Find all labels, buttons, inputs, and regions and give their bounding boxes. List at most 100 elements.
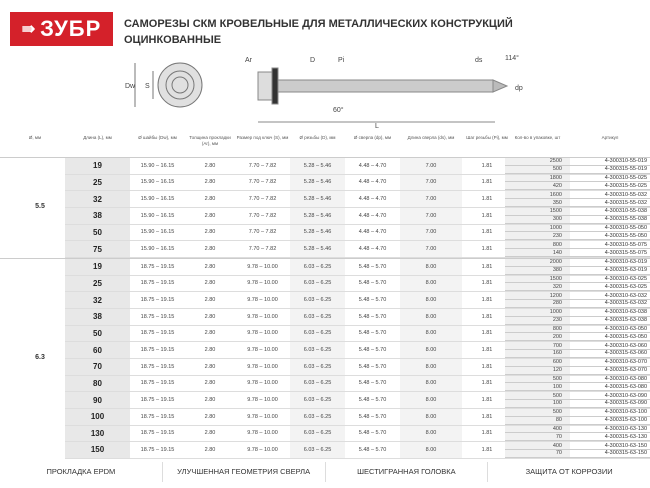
cell-art: 4-300310-63-150 4-300315-63-150 — [570, 442, 650, 458]
label-s: S — [145, 83, 150, 90]
article-number: 4-300315-63-050 — [570, 333, 650, 342]
table-header: Ø, мм Длина (L), мм Ø шайбы (Dw), мм Тол… — [0, 133, 650, 155]
cell-dw: 15.90 – 16.15 — [140, 196, 175, 203]
cell-ar: 2.80 — [204, 212, 216, 219]
cell-pi: 1.81 — [481, 347, 493, 354]
cell-ar: 2.80 — [204, 430, 216, 437]
cell-ar: 2.80 — [204, 162, 216, 169]
cell-d: 6.03 – 6.25 — [290, 408, 345, 425]
label-angle-60: 60° — [333, 106, 344, 114]
cell-ar: 2.80 — [204, 380, 216, 387]
page-title: САМОРЕЗЫ СКМ КРОВЕЛЬНЫЕ ДЛЯ МЕТАЛЛИЧЕСКИ… — [124, 16, 513, 48]
pack-qty: 300 — [505, 216, 570, 224]
cell-d: 6.03 – 6.25 — [290, 292, 345, 308]
pack-qty: 500 — [505, 409, 570, 417]
article-number: 4-300315-63-070 — [570, 367, 650, 375]
table-row: 50 15.90 – 16.15 2.80 7.70 – 7.82 5.28 – 5.4… — [65, 224, 650, 242]
table-row: 60 18.75 – 19.15 2.80 9.78 – 10.00 6.03 – 6.… — [65, 342, 650, 359]
header-ar: Толщина прокладки (Ar), мм — [189, 135, 231, 146]
cell-length: 50 — [65, 325, 130, 342]
cell-ds: 8.00 — [400, 425, 462, 442]
article-number: 4-300315-55-025 — [570, 182, 650, 191]
header-d: Ø резьбы (D), мм — [299, 135, 336, 140]
table-row: 25 15.90 – 16.15 2.80 7.70 – 7.82 5.28 – 5.4… — [65, 174, 650, 192]
cell-ds: 7.00 — [400, 158, 462, 174]
feature-epdm: ПРОКЛАДКА EPDM — [0, 462, 163, 482]
cell-qty: 1000 230 — [505, 224, 570, 241]
cell-s: 9.78 – 10.00 — [247, 380, 278, 387]
article-number: 4-300310-63-080 — [570, 376, 650, 384]
spec-table: 5.5 19 15.90 – 16.15 2.80 7.70 – 7.82 5.28 – … — [0, 157, 650, 459]
cell-ds: 7.00 — [400, 207, 462, 224]
article-number: 4-300315-63-032 — [570, 300, 650, 308]
table-row: 38 18.75 – 19.15 2.80 9.78 – 10.00 6.03 – 6.… — [65, 308, 650, 326]
article-number: 4-300310-63-090 — [570, 392, 650, 401]
cell-ds: 7.00 — [400, 191, 462, 207]
cell-dp: 5.48 – 5.70 — [358, 380, 387, 387]
cell-length: 19 — [65, 158, 130, 174]
pack-qty: 2000 — [505, 259, 570, 267]
cell-dw: 18.75 – 19.15 — [140, 263, 175, 270]
screw-diagram: Dw S Ar D Pi ds 114° dp 60° L — [125, 54, 523, 130]
cell-pi: 1.81 — [481, 397, 493, 404]
cell-s: 9.78 – 10.00 — [247, 297, 278, 304]
cell-qty: 1500 320 — [505, 275, 570, 292]
pack-qty: 700 — [505, 342, 570, 351]
label-dp: dp — [515, 85, 523, 92]
cell-pi: 1.81 — [481, 212, 493, 219]
pack-qty: 1000 — [505, 309, 570, 317]
pack-qty: 230 — [505, 317, 570, 325]
header-length: Длина (L), мм — [83, 135, 112, 140]
label-ds: ds — [475, 57, 483, 64]
pack-qty: 320 — [505, 283, 570, 292]
pack-qty: 70 — [505, 433, 570, 442]
cell-ds: 8.00 — [400, 275, 462, 292]
table-row: 150 18.75 – 19.15 2.80 9.78 – 10.00 6.03 – 6… — [65, 442, 650, 459]
cell-d: 6.03 – 6.25 — [290, 342, 345, 358]
cell-pi: 1.81 — [481, 313, 493, 320]
cell-dw: 18.75 – 19.15 — [140, 330, 175, 337]
cell-pi: 1.81 — [481, 263, 493, 270]
label-angle-114: 114° — [505, 54, 519, 62]
group-5.5: 5.5 19 15.90 – 16.15 2.80 7.70 – 7.82 5.28 – … — [0, 157, 650, 258]
cell-qty: 1200 280 — [505, 292, 570, 308]
label-l: L — [375, 123, 379, 130]
cell-dp: 5.48 – 5.70 — [358, 363, 387, 370]
cell-ar: 2.80 — [204, 280, 216, 287]
cell-dw: 18.75 – 19.15 — [140, 297, 175, 304]
article-number: 4-300310-55-019 — [570, 158, 650, 166]
arrow-icon: ⇛ — [21, 21, 37, 38]
table-row: 25 18.75 – 19.15 2.80 9.78 – 10.00 6.03 – 6.… — [65, 275, 650, 293]
table-row: 80 18.75 – 19.15 2.80 9.78 – 10.00 6.03 – 6.… — [65, 375, 650, 393]
cell-qty: 1600 350 — [505, 191, 570, 207]
pack-qty: 420 — [505, 182, 570, 191]
article-number: 4-300315-63-019 — [570, 267, 650, 275]
article-number: 4-300315-63-025 — [570, 283, 650, 292]
cell-d: 6.03 – 6.25 — [290, 358, 345, 375]
cell-length: 70 — [65, 358, 130, 375]
title-line2: ОЦИНКОВАННЫЕ — [124, 34, 222, 46]
cell-art: 4-300310-55-019 4-300315-55-019 — [570, 158, 650, 174]
cell-art: 4-300310-63-090 4-300315-63-090 — [570, 392, 650, 408]
cell-dw: 18.75 – 19.15 — [140, 380, 175, 387]
cell-ds: 8.00 — [400, 342, 462, 358]
article-number: 4-300310-55-032 — [570, 191, 650, 200]
pack-qty: 160 — [505, 350, 570, 358]
cell-dp: 4.48 – 4.70 — [358, 162, 387, 169]
cell-art: 4-300310-63-038 4-300315-63-038 — [570, 309, 650, 325]
article-number: 4-300315-55-038 — [570, 216, 650, 224]
article-number: 4-300310-63-038 — [570, 309, 650, 317]
pack-qty: 500 — [505, 376, 570, 384]
feature-drill: УЛУЧШЕННАЯ ГЕОМЕТРИЯ СВЕРЛА — [163, 462, 326, 482]
article-number: 4-300310-55-025 — [570, 175, 650, 183]
cell-dp: 5.48 – 5.70 — [358, 430, 387, 437]
cell-dp: 5.48 – 5.70 — [358, 313, 387, 320]
cell-dw: 15.90 – 16.15 — [140, 179, 175, 186]
cell-pi: 1.81 — [481, 162, 493, 169]
table-row: 19 15.90 – 16.15 2.80 7.70 – 7.82 5.28 – 5.4… — [65, 158, 650, 175]
pack-qty: 120 — [505, 367, 570, 375]
cell-qty: 800 140 — [505, 241, 570, 257]
cell-s: 7.70 – 7.82 — [248, 212, 277, 219]
cell-art: 4-300310-55-032 4-300315-55-032 — [570, 191, 650, 207]
cell-d: 5.28 – 5.46 — [290, 224, 345, 241]
